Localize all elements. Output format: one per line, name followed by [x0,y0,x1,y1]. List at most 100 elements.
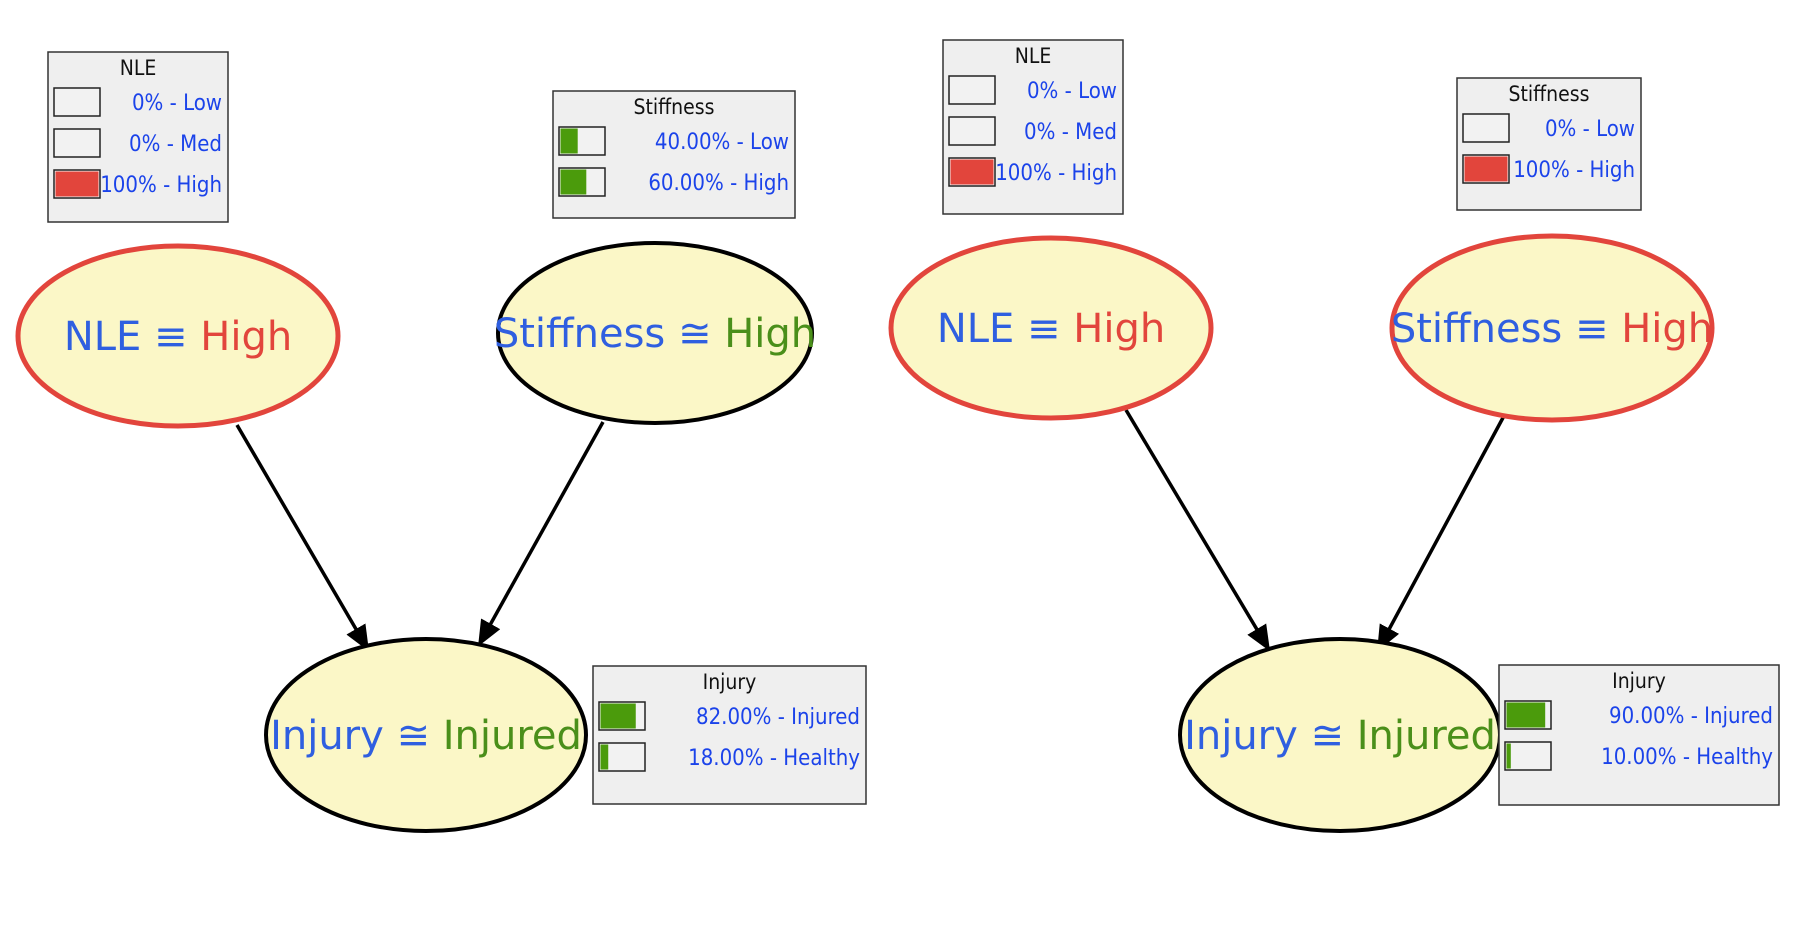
probability-bar-track [1504,741,1552,771]
probability-table-frame [1498,664,1780,806]
node-nle-label: NLE ≡ High [64,314,292,360]
edge-nle-to-injury [235,424,370,652]
probability-row: 100% - High [1462,154,1635,184]
probability-bar-fill [1506,743,1511,769]
node-stiffness-label: Stiffness ≅ High [494,311,816,357]
node-name: NLE [64,314,141,360]
node-nle-label: NLE ≡ High [937,306,1165,352]
node-nle-ellipse [15,243,341,429]
node-stiffness[interactable]: Stiffness ≅ High [494,241,816,425]
probability-bar-track [53,128,101,158]
node-injury-label: Injury ≅ Injured [270,713,582,759]
probability-table-injury: Injury 82.00% - Injured 18.00% - Healthy [592,665,867,805]
node-nle-ellipse [888,235,1214,421]
edge-stiffness-to-injury [1377,413,1507,652]
probability-table-stiffness: Stiffness 40.00% - Low 60.00% - High [552,90,796,219]
probability-bar-fill [600,744,609,770]
node-name: Stiffness [1391,306,1562,352]
probability-row: 60.00% - High [558,167,789,197]
node-stiffness-ellipse [1389,233,1715,423]
probability-bar-fill [1464,156,1508,182]
probability-bar-fill [600,703,636,729]
probability-row: 10.00% - Healthy [1504,741,1773,771]
relation-icon: ≅ [384,713,443,759]
relation-icon: ≡ [141,314,200,360]
probability-row: 82.00% - Injured [598,701,860,731]
node-stiffness[interactable]: Stiffness ≡ High [1389,233,1715,423]
probability-row-label: 18.00% - Healthy [688,746,860,771]
probability-row: 0% - Low [53,87,222,117]
probability-row-label: 100% - High [995,161,1117,186]
probability-row-label: 90.00% - Injured [1609,704,1773,729]
probability-bar-track [1462,113,1510,143]
probability-row-label: 60.00% - High [648,171,789,196]
probability-table-nle: NLE 0% - Low 0% - Med 100% - High [47,51,229,223]
node-name: NLE [937,306,1014,352]
probability-table-frame [1456,77,1642,211]
probability-table-frame [592,665,867,805]
probability-row-label: 0% - Low [1545,117,1635,142]
node-injury-ellipse [264,637,588,833]
node-state: Injured [1357,713,1496,759]
node-state: High [724,311,816,357]
node-injury[interactable]: Injury ≅ Injured [1178,637,1502,833]
probability-bar-fill [55,171,99,197]
probability-row-label: 100% - High [1513,158,1635,183]
node-name: Injury [1184,713,1298,759]
node-state: High [200,314,292,360]
node-stiffness-label: Stiffness ≡ High [1391,306,1713,352]
probability-row: 0% - Low [1462,113,1635,143]
probability-table-title: Stiffness [634,95,715,119]
probability-bar-fill [560,169,587,195]
probability-table-title: NLE [120,56,157,80]
probability-row-label: 82.00% - Injured [696,705,860,730]
probability-row-label: 0% - Med [129,132,222,157]
probability-bar-fill [950,159,994,185]
relation-icon: ≅ [1298,713,1357,759]
node-state: High [1073,306,1165,352]
relation-icon: ≅ [665,311,724,357]
probability-row: 40.00% - Low [558,126,789,156]
node-state: Injured [443,713,582,759]
node-name: Injury [270,713,384,759]
probability-row-label: 0% - Low [132,91,222,116]
probability-row: 0% - Low [948,75,1117,105]
probability-row-label: 0% - Med [1024,120,1117,145]
probability-table-stiffness: Stiffness 0% - Low 100% - High [1456,77,1642,211]
node-state: High [1621,306,1713,352]
node-injury[interactable]: Injury ≅ Injured [264,637,588,833]
probability-bar-track [948,116,996,146]
probability-table-title: NLE [1015,44,1052,68]
node-name: Stiffness [494,311,665,357]
probability-table-title: Stiffness [1509,82,1590,106]
node-stiffness-ellipse [496,241,814,425]
probability-table-injury: Injury 90.00% - Injured 10.00% - Healthy [1498,664,1780,806]
probability-row: 100% - High [53,169,222,199]
node-nle[interactable]: NLE ≡ High [15,243,341,429]
probability-row-label: 10.00% - Healthy [1601,745,1773,770]
relation-icon: ≡ [1014,306,1073,352]
node-nle[interactable]: NLE ≡ High [888,235,1214,421]
probability-row: 90.00% - Injured [1504,700,1773,730]
probability-row-label: 0% - Low [1027,79,1117,104]
probability-table-nle: NLE 0% - Low 0% - Med 100% - High [942,39,1124,215]
probability-row: 18.00% - Healthy [598,742,860,772]
probability-bar-fill [1506,702,1546,728]
probability-table-title: Injury [1612,669,1666,693]
probability-row: 0% - Med [948,116,1117,146]
edge-nle-to-injury [1124,409,1271,652]
probability-bar-fill [560,128,578,154]
probability-row: 0% - Med [53,128,222,158]
relation-icon: ≡ [1562,306,1621,352]
node-injury-label: Injury ≅ Injured [1184,713,1496,759]
probability-row: 100% - High [948,157,1117,187]
probability-table-title: Injury [703,670,757,694]
probability-row-label: 100% - High [100,173,222,198]
probability-row-label: 40.00% - Low [655,130,789,155]
edge-stiffness-to-injury [478,421,605,647]
probability-bar-track [53,87,101,117]
probability-bar-track [948,75,996,105]
